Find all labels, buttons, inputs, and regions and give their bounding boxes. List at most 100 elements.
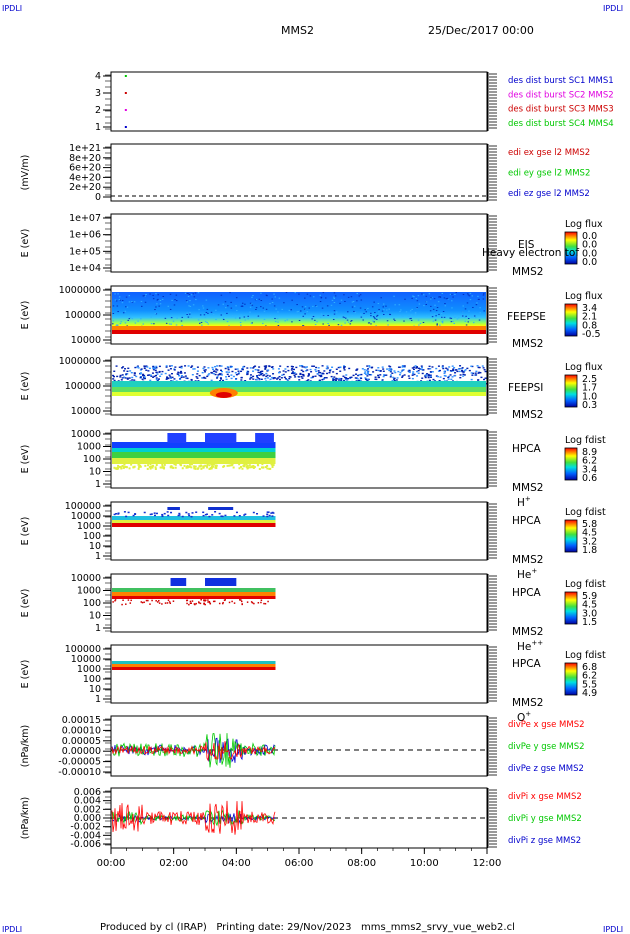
feepsi-pixel <box>443 370 446 373</box>
feepsi-pixel <box>392 376 395 379</box>
feepsi-pixel <box>311 376 314 379</box>
y-tick-label: 1000 <box>77 664 101 675</box>
feepse-pixel <box>227 305 229 307</box>
y-tick-label: 10 <box>89 611 101 622</box>
feepse-pixel <box>319 301 322 303</box>
feepsi-pixel <box>375 369 378 371</box>
feepsi-pixel <box>158 371 161 373</box>
hpca-h-pixel <box>223 465 226 468</box>
feepsi-pixel <box>113 375 116 378</box>
feepsi-pixel <box>339 370 342 372</box>
feepsi-pixel <box>137 367 140 369</box>
feepsi-pixel <box>219 373 222 375</box>
feepsi-pixel <box>277 368 280 370</box>
hpca-h-pixel <box>246 467 249 470</box>
feepse-pixel <box>451 307 453 309</box>
feepsi-pixel <box>112 374 115 377</box>
feepse-pixel <box>478 298 480 300</box>
feepsi-pixel <box>412 372 415 375</box>
feepse-pixel <box>131 301 134 303</box>
feepse-pixel <box>458 317 460 319</box>
hpca-h-pixel <box>137 467 140 470</box>
feepsi-pixel <box>438 380 441 382</box>
feepsi-pixel <box>441 365 444 367</box>
feepse-pixel <box>249 311 251 313</box>
feepsi-pixel <box>401 365 404 367</box>
feepse-pixel <box>116 305 119 307</box>
y-tick-label: 0.00010 <box>62 725 101 736</box>
feepsi-pixel <box>213 370 216 372</box>
feepsi-pixel <box>174 366 177 368</box>
feepsi-pixel <box>167 369 170 371</box>
feepse-pixel <box>333 297 336 299</box>
feepsi-pixel <box>130 371 133 374</box>
feepse-pixel <box>172 320 175 322</box>
feepsi-pixel <box>332 371 335 373</box>
feepse-pixel <box>273 305 276 307</box>
hpca_hepp-colorbar <box>564 591 578 625</box>
feepse-pixel <box>159 303 162 305</box>
eis-instrument-label: EIS <box>518 239 535 251</box>
feepsi-pixel <box>264 366 267 368</box>
feepsi-pixel <box>323 370 326 372</box>
feepse-pixel <box>372 316 375 318</box>
feepse-pixel <box>126 306 129 308</box>
feepse-pixel <box>370 323 372 325</box>
feepsi-pixel <box>126 377 129 379</box>
hpca_hepp-panel <box>112 578 276 606</box>
feepsi-pixel <box>252 370 255 372</box>
feepse-pixel <box>212 314 215 316</box>
feepsi-pixel <box>169 368 172 370</box>
hpca-hepp-pixel <box>199 602 202 605</box>
feepsi-pixel <box>343 366 346 368</box>
feepse-pixel <box>154 312 157 314</box>
hpca-o-band-cyan <box>112 661 276 664</box>
hpca-h-pixel <box>266 467 269 470</box>
feepsi-pixel <box>329 369 332 371</box>
feepse-pixel <box>180 320 183 322</box>
hpca-h-pixel <box>151 464 154 467</box>
feepsi-pixel <box>451 365 454 367</box>
feepse-pixel <box>126 325 128 327</box>
feepsi-pixel <box>464 369 467 371</box>
feepse-pixel <box>249 302 252 304</box>
feepse-pixel <box>121 299 124 301</box>
feepsi-pixel <box>219 380 222 382</box>
feepsi-pixel <box>280 377 283 379</box>
feepsi-pixel <box>255 379 258 381</box>
feepsi-pixel <box>321 365 324 367</box>
feepsi-pixel <box>458 370 461 373</box>
feepsi-pixel <box>152 365 155 368</box>
feepsi-pixel <box>345 374 348 376</box>
feepse-pixel <box>161 298 164 300</box>
hpca-he-pixel <box>153 512 156 514</box>
hpca-h-pixel <box>243 463 246 466</box>
feepse-pixel <box>150 323 153 325</box>
feepse-pixel <box>153 323 155 325</box>
feepsi-pixel <box>367 373 370 375</box>
feepsi-pixel <box>363 372 366 375</box>
feepse-pixel <box>314 315 316 317</box>
feepsi-pixel <box>333 376 336 378</box>
feepse-pixel <box>269 314 272 316</box>
feepsi-pixel <box>325 367 328 370</box>
y-tick-label: 1000000 <box>59 285 101 296</box>
feepsi-pixel <box>349 376 352 379</box>
feepsi-pixel <box>435 367 438 370</box>
feepsi-pixel <box>390 368 393 371</box>
hpca-h-pixel <box>189 463 192 466</box>
feepse-pixel <box>379 317 381 319</box>
hpca-he-pixel <box>218 512 221 515</box>
hpca-h-pixel <box>161 465 164 468</box>
hpca-he-pixel <box>205 513 208 515</box>
feepse-pixel <box>430 298 432 300</box>
feepsi-pixel <box>264 378 267 380</box>
hpca-he-burst <box>167 507 180 510</box>
feepse-pixel <box>210 311 213 313</box>
hpca-h-pixel <box>204 464 207 467</box>
feepse-pixel <box>449 317 451 319</box>
feepsi-pixel <box>212 368 215 371</box>
feepse-pixel <box>255 307 258 309</box>
feepse-pixel <box>149 293 151 295</box>
feepsi-pixel <box>360 373 363 376</box>
